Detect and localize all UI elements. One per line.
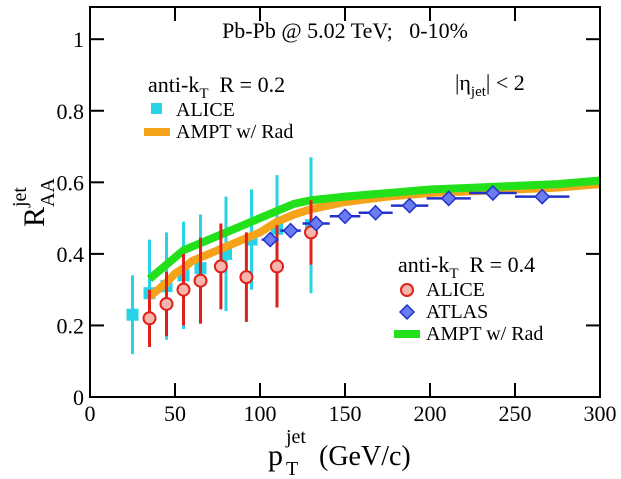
- marker: [440, 190, 457, 207]
- x-tick-label: 250: [499, 401, 532, 426]
- marker: [401, 197, 418, 214]
- x-tick-label: 300: [584, 401, 617, 426]
- legend-title: anti-kT R = 0.4: [398, 252, 535, 282]
- legend-title-part: T: [449, 266, 458, 282]
- x-tick-label: 100: [244, 401, 277, 426]
- legend-title-part: anti-k: [398, 252, 449, 277]
- marker: [367, 204, 384, 221]
- x-tick-label: 200: [414, 401, 447, 426]
- legend-label: AMPT w/ Rad: [176, 121, 293, 143]
- plot-frame: [89, 6, 601, 398]
- marker: [126, 308, 139, 321]
- legend-title-part: R = 0.4: [459, 252, 536, 277]
- marker: [308, 215, 325, 232]
- marker: [239, 270, 254, 285]
- marker: [159, 296, 174, 311]
- x-tick-label: 150: [329, 401, 362, 426]
- legend-swatch: [151, 103, 162, 114]
- x-label-rest: (GeV/c): [312, 441, 411, 472]
- legend-title-part: R = 0.2: [209, 72, 286, 97]
- x-label-main: p: [268, 439, 283, 472]
- legend-label: ATLAS: [426, 301, 488, 323]
- marker: [176, 282, 191, 297]
- y-tick-label: 1: [73, 27, 84, 52]
- y-tick-label: 0.8: [57, 99, 85, 124]
- annotation: |ηjet| < 2: [455, 70, 525, 100]
- legend-title-part: T: [199, 86, 208, 102]
- marker: [213, 259, 228, 274]
- marker: [262, 231, 279, 248]
- legend-title-part: anti-k: [148, 72, 199, 97]
- annotation-part: jet: [470, 84, 487, 100]
- marker: [336, 208, 354, 225]
- y-tick-label: 0: [73, 385, 84, 410]
- x-tick-label: 50: [164, 401, 186, 426]
- marker: [193, 273, 208, 288]
- annotation-part: |η: [455, 70, 471, 95]
- y-label-sup: jet: [9, 187, 31, 208]
- y-label-sub: AA: [37, 178, 59, 207]
- marker: [282, 222, 299, 239]
- x-label-sub: T: [286, 458, 298, 479]
- legend-title: anti-kT R = 0.2: [148, 72, 285, 102]
- legend-label: ALICE: [426, 279, 485, 301]
- y-tick-label: 0.4: [57, 242, 85, 267]
- marker: [484, 184, 501, 202]
- legend-label: AMPT w/ Rad: [426, 323, 543, 345]
- marker: [534, 188, 551, 205]
- legend-swatch: [398, 303, 416, 321]
- x-tick-label: 0: [85, 401, 96, 426]
- annotation-part: | < 2: [486, 70, 525, 95]
- x-label-sup: jet: [285, 426, 306, 448]
- y-tick-label: 0.2: [57, 313, 85, 338]
- marker: [270, 259, 284, 274]
- legend-label: ALICE: [176, 99, 235, 121]
- y-tick-label: 0.6: [57, 170, 85, 195]
- line: [146, 176, 601, 282]
- marker: [142, 311, 157, 326]
- y-label-main: R: [18, 207, 51, 227]
- chart-title: Pb-Pb @ 5.02 TeV; 0-10%: [222, 18, 468, 43]
- legend-swatch: [400, 283, 414, 297]
